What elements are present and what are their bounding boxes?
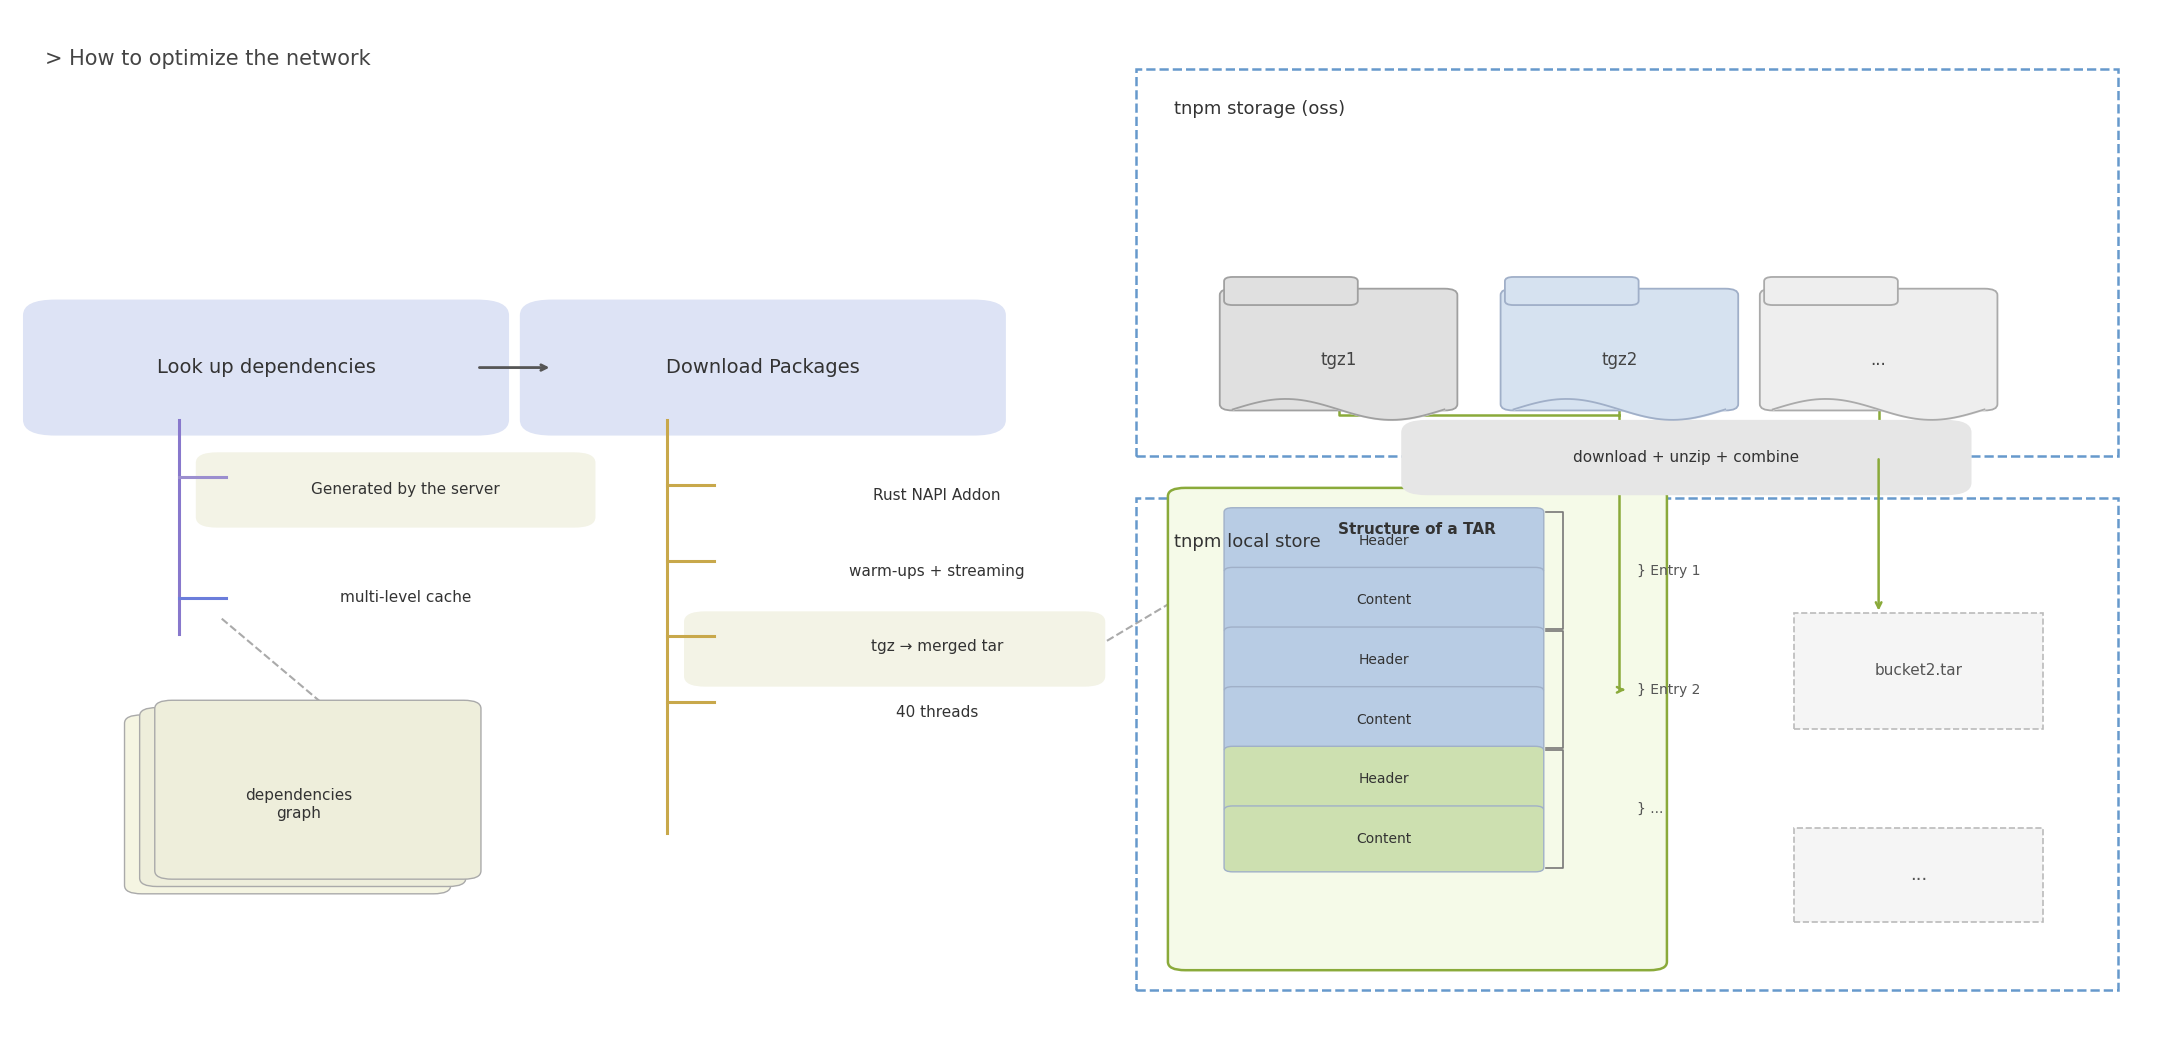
Text: warm-ups + streaming: warm-ups + streaming <box>848 564 1025 579</box>
FancyBboxPatch shape <box>1505 277 1640 305</box>
Text: > How to optimize the network: > How to optimize the network <box>45 49 370 69</box>
Text: } ...: } ... <box>1637 802 1663 816</box>
FancyBboxPatch shape <box>1224 627 1544 693</box>
FancyBboxPatch shape <box>1765 277 1897 305</box>
FancyBboxPatch shape <box>1220 288 1458 410</box>
Text: } Entry 1: } Entry 1 <box>1637 563 1700 578</box>
FancyBboxPatch shape <box>1224 806 1544 872</box>
Text: bucket2.tar: bucket2.tar <box>1875 663 1962 679</box>
FancyBboxPatch shape <box>1224 277 1358 305</box>
Text: Rust NAPI Addon: Rust NAPI Addon <box>874 488 1001 502</box>
Bar <box>1795 614 2042 728</box>
Text: dependencies
graph: dependencies graph <box>244 788 353 820</box>
Text: tgz → merged tar: tgz → merged tar <box>870 640 1004 655</box>
Bar <box>1795 828 2042 922</box>
FancyBboxPatch shape <box>1501 288 1739 410</box>
FancyBboxPatch shape <box>141 708 465 886</box>
Text: tnpm storage (oss): tnpm storage (oss) <box>1175 100 1345 119</box>
Text: } Entry 2: } Entry 2 <box>1637 683 1700 697</box>
FancyBboxPatch shape <box>684 612 1105 687</box>
FancyBboxPatch shape <box>1224 746 1544 812</box>
Text: Structure of a TAR: Structure of a TAR <box>1339 522 1497 537</box>
FancyBboxPatch shape <box>1402 420 1970 495</box>
FancyBboxPatch shape <box>156 701 480 879</box>
FancyBboxPatch shape <box>519 300 1006 435</box>
Text: Header: Header <box>1358 534 1410 548</box>
FancyBboxPatch shape <box>1224 568 1544 634</box>
Bar <box>1136 69 2118 456</box>
FancyBboxPatch shape <box>197 452 595 528</box>
Text: ...: ... <box>1910 866 1927 884</box>
Text: Look up dependencies: Look up dependencies <box>156 358 376 377</box>
FancyBboxPatch shape <box>1224 687 1544 752</box>
FancyBboxPatch shape <box>1224 508 1544 574</box>
FancyBboxPatch shape <box>125 715 450 894</box>
Text: Header: Header <box>1358 652 1410 667</box>
Text: download + unzip + combine: download + unzip + combine <box>1573 450 1800 465</box>
FancyBboxPatch shape <box>24 300 508 435</box>
Text: Download Packages: Download Packages <box>666 358 859 377</box>
FancyBboxPatch shape <box>1761 288 1996 410</box>
FancyBboxPatch shape <box>1168 488 1668 970</box>
Text: tnpm local store: tnpm local store <box>1175 533 1322 552</box>
Text: tgz2: tgz2 <box>1601 351 1637 369</box>
Text: multi-level cache: multi-level cache <box>340 591 472 605</box>
Bar <box>1136 498 2118 990</box>
Text: Content: Content <box>1356 832 1412 845</box>
Text: Content: Content <box>1356 594 1412 607</box>
Text: Header: Header <box>1358 772 1410 787</box>
Text: Content: Content <box>1356 712 1412 727</box>
Text: 40 threads: 40 threads <box>895 705 978 721</box>
Text: Generated by the server: Generated by the server <box>311 483 500 497</box>
Text: ...: ... <box>1871 351 1886 369</box>
Text: tgz1: tgz1 <box>1319 351 1356 369</box>
